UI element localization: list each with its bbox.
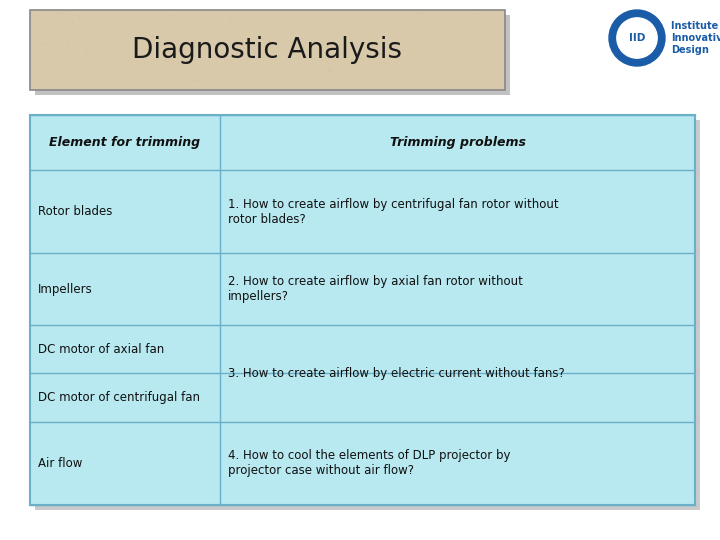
- Text: DC motor of centrifugal fan: DC motor of centrifugal fan: [38, 391, 200, 404]
- Text: IID: IID: [629, 33, 645, 43]
- Circle shape: [617, 18, 657, 58]
- Text: Element for trimming: Element for trimming: [50, 136, 201, 149]
- Text: Impellers: Impellers: [38, 283, 93, 296]
- Text: 3. How to create airflow by electric current without fans?: 3. How to create airflow by electric cur…: [228, 367, 564, 380]
- Text: 2. How to create airflow by axial fan rotor without
impellers?: 2. How to create airflow by axial fan ro…: [228, 275, 523, 303]
- Text: Design: Design: [671, 45, 709, 55]
- Bar: [35, 15, 510, 95]
- Bar: [30, 115, 695, 505]
- Text: Air flow: Air flow: [38, 457, 82, 470]
- Text: Rotor blades: Rotor blades: [38, 205, 112, 218]
- Text: Innovative: Innovative: [671, 33, 720, 43]
- Text: Institute of: Institute of: [671, 21, 720, 31]
- Circle shape: [609, 10, 665, 66]
- Text: Diagnostic Analysis: Diagnostic Analysis: [132, 36, 402, 64]
- Bar: [35, 120, 700, 510]
- Bar: [30, 10, 505, 90]
- Text: DC motor of axial fan: DC motor of axial fan: [38, 343, 164, 356]
- Text: 1. How to create airflow by centrifugal fan rotor without
rotor blades?: 1. How to create airflow by centrifugal …: [228, 198, 559, 226]
- Text: 4. How to cool the elements of DLP projector by
projector case without air flow?: 4. How to cool the elements of DLP proje…: [228, 449, 510, 477]
- Text: Trimming problems: Trimming problems: [390, 136, 526, 149]
